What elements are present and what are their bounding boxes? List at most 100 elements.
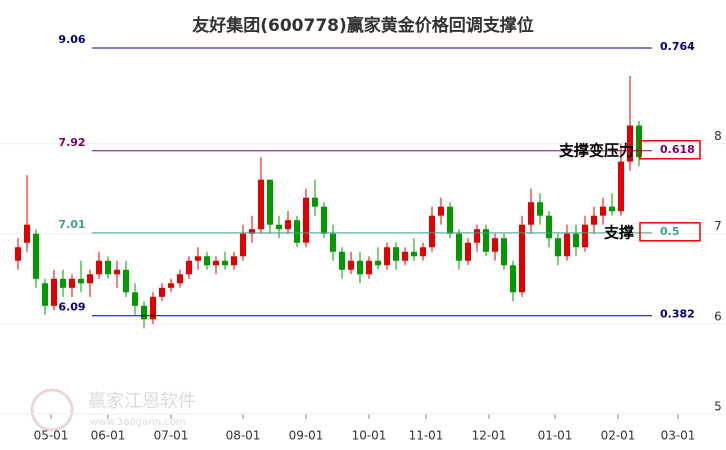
x-tick-label: 10-01 (352, 429, 387, 443)
x-tick-label: 03-01 (661, 429, 696, 443)
candle-body (177, 274, 183, 284)
candle-body (339, 251, 345, 270)
x-tick-label: 02-01 (601, 429, 636, 443)
candle-body (204, 256, 210, 266)
level-box (639, 222, 701, 242)
level-price: 6.09 (58, 301, 85, 314)
watermark-name: 赢家江恩软件 (88, 390, 196, 412)
candle-body (600, 206, 606, 216)
x-tick-label: 12-01 (472, 429, 507, 443)
y-tick-label: 5 (714, 400, 722, 414)
candle-body (213, 260, 219, 266)
candle-body (231, 256, 237, 266)
candle-body (303, 197, 309, 243)
level-ratio: 0.618 (660, 143, 695, 156)
candle-body (105, 260, 111, 275)
candle-body (591, 215, 597, 225)
candle-body (366, 260, 372, 275)
candle-body (519, 224, 525, 293)
candle-body (141, 305, 147, 320)
level-ratio: 0.5 (660, 225, 680, 238)
candle-body (114, 269, 120, 275)
level-ratio: 0.382 (660, 308, 695, 321)
x-tick-label: 08-01 (226, 429, 261, 443)
x-tick-label: 09-01 (289, 429, 324, 443)
candle-body (627, 125, 633, 162)
candle-body (168, 283, 174, 288)
y-tick-label: 8 (714, 129, 722, 143)
candle-body (357, 260, 363, 275)
candle-body (447, 206, 453, 234)
candle-body (492, 238, 498, 252)
candle-body (159, 287, 165, 297)
watermark-url: www.360gann.com (90, 417, 186, 428)
candle-body (483, 229, 489, 252)
candle-body (321, 206, 327, 234)
candle-body (69, 278, 75, 288)
candle-body (42, 283, 48, 306)
candle-body (195, 256, 201, 261)
watermark: 赢家江恩软件 www.360gann.com (30, 388, 196, 432)
candle-body (537, 202, 543, 216)
candle-body (312, 197, 318, 207)
candle-body (96, 260, 102, 275)
candle-body (15, 247, 21, 261)
annotation: 支撑变压力 (558, 141, 634, 159)
candle-body (411, 251, 417, 257)
candle-body (186, 260, 192, 275)
candle-body (348, 260, 354, 270)
candle-body (294, 220, 300, 243)
candle-body (60, 278, 66, 288)
candle-body (276, 224, 282, 230)
candle-body (546, 215, 552, 239)
watermark-logo (30, 388, 74, 432)
chart-title: 友好集团(600778)赢家黄金价格回调支撑位 (192, 15, 534, 36)
candle-body (555, 238, 561, 257)
level-price: 9.06 (58, 33, 85, 46)
candle-body (285, 220, 291, 230)
candle-body (267, 179, 273, 225)
candle-body (564, 233, 570, 257)
x-tick-label: 07-01 (154, 429, 189, 443)
candle-body (501, 238, 507, 266)
y-tick-label: 6 (714, 309, 722, 323)
candle-body (123, 269, 129, 293)
candle-body (87, 274, 93, 284)
candle-body (132, 292, 138, 306)
candle-body (24, 224, 30, 243)
candle-body (150, 296, 156, 320)
candle-body (258, 179, 264, 230)
candle-body (429, 215, 435, 248)
candle-body (474, 229, 480, 243)
candle-body (402, 251, 408, 261)
level-price: 7.01 (58, 218, 85, 231)
x-tick-label: 11-01 (409, 429, 444, 443)
annotation: 支撑 (603, 223, 634, 241)
candle-body (438, 206, 444, 216)
level-price: 7.92 (58, 136, 85, 149)
candle-body (618, 161, 624, 212)
candle-body (465, 242, 471, 261)
candle-body (582, 224, 588, 248)
candle-body (51, 278, 57, 306)
candle-body (222, 260, 228, 266)
candle-body (636, 125, 642, 158)
x-tick-label: 01-01 (538, 429, 573, 443)
candle-body (240, 233, 246, 257)
x-tick-label: 06-01 (91, 429, 126, 443)
candle-body (510, 265, 516, 293)
candle-body (384, 247, 390, 266)
candle-body (609, 206, 615, 212)
candle-body (528, 202, 534, 225)
candle-body (393, 247, 399, 261)
candle-body (573, 233, 579, 248)
candle-body (33, 233, 39, 279)
level-ratio: 0.764 (660, 40, 695, 53)
level-box (639, 140, 701, 160)
candle-body (330, 233, 336, 252)
x-tick-label: 05-01 (34, 429, 69, 443)
candle-body (456, 233, 462, 261)
candle-body (420, 247, 426, 257)
candle-body (249, 229, 255, 234)
